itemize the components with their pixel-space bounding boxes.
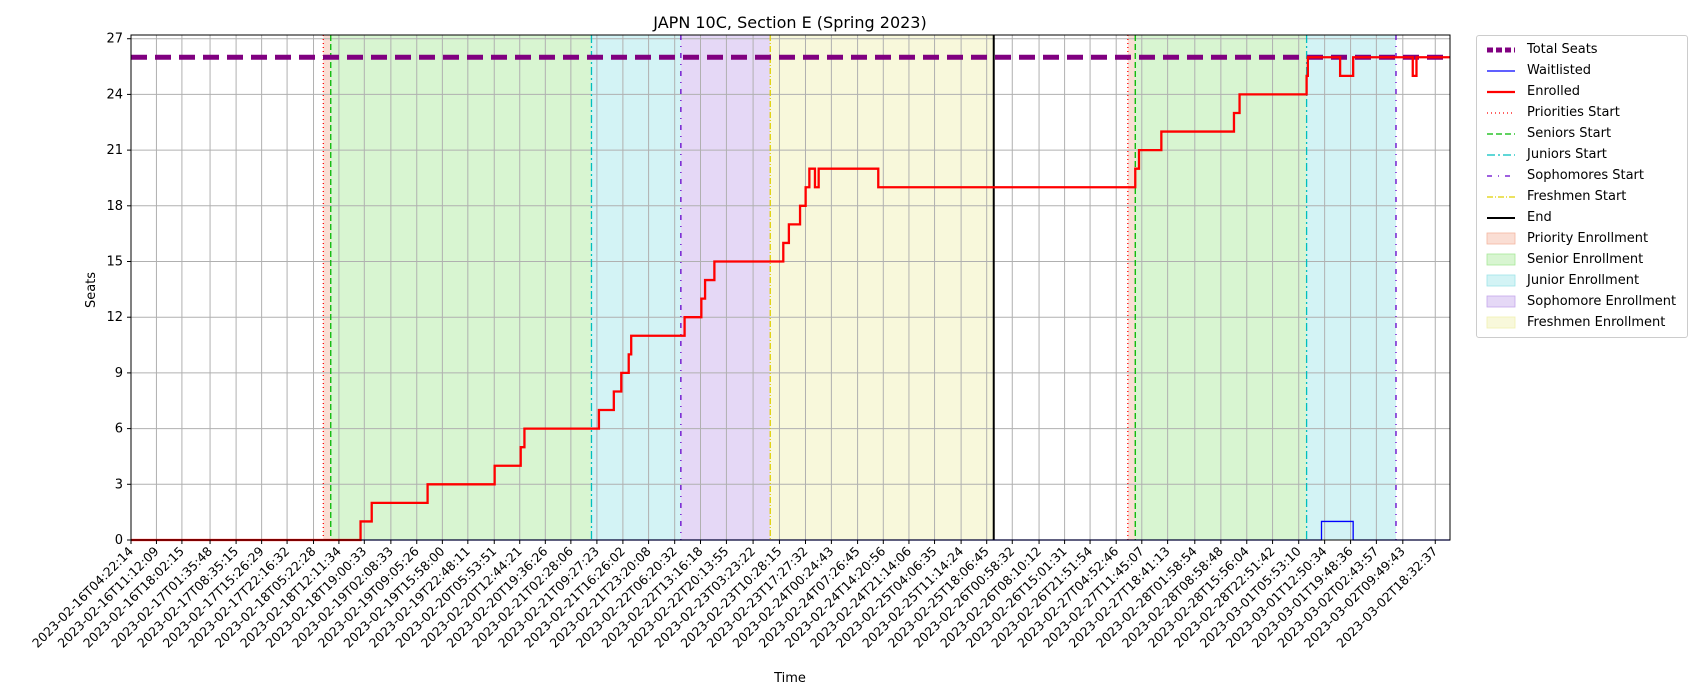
legend-label: Priority Enrollment xyxy=(1527,231,1649,246)
phase-span xyxy=(1306,35,1396,540)
legend-label: End xyxy=(1527,210,1552,225)
legend-item: Freshmen Enrollment xyxy=(1477,312,1687,333)
y-tick-label: 15 xyxy=(106,255,123,270)
legend-item: Priority Enrollment xyxy=(1477,228,1687,249)
legend-item: Enrolled xyxy=(1477,81,1687,102)
legend-swatch xyxy=(1487,47,1515,52)
legend-swatch xyxy=(1486,253,1516,265)
legend-swatch xyxy=(1487,216,1515,219)
legend-item: Sophomore Enrollment xyxy=(1477,291,1687,312)
y-axis-label: Seats xyxy=(84,272,99,308)
y-tick-label: 27 xyxy=(106,32,123,47)
y-tick-label: 9 xyxy=(115,366,123,381)
phase-span xyxy=(770,35,994,540)
x-tick-labels: 2023-02-16T04:22:142023-02-16T11:12:0920… xyxy=(29,543,1440,650)
legend-item: Junior Enrollment xyxy=(1477,270,1687,291)
legend-label: Total Seats xyxy=(1527,42,1598,57)
legend-label: Waitlisted xyxy=(1527,63,1592,78)
x-axis-label: Time xyxy=(773,671,806,686)
legend-swatch xyxy=(1486,232,1516,244)
legend-label: Sophomores Start xyxy=(1527,168,1644,183)
y-tick-label: 12 xyxy=(106,310,123,325)
legend-item: Priorities Start xyxy=(1477,102,1687,123)
phase-span xyxy=(591,35,681,540)
phase-span xyxy=(680,35,771,540)
legend-item: Waitlisted xyxy=(1477,60,1687,81)
legend-label: Junior Enrollment xyxy=(1527,273,1640,288)
legend-label: Freshmen Enrollment xyxy=(1527,315,1666,330)
legend-label: Senior Enrollment xyxy=(1527,252,1644,267)
y-tick-label: 6 xyxy=(115,422,123,437)
phase-spans xyxy=(323,35,1396,540)
y-tick-label: 24 xyxy=(106,87,123,102)
phase-span xyxy=(1127,35,1136,540)
phase-span xyxy=(323,35,331,540)
legend-label: Enrolled xyxy=(1527,84,1580,99)
legend-item: Total Seats xyxy=(1477,39,1687,60)
y-tick-label: 3 xyxy=(115,477,123,492)
legend-item: Freshmen Start xyxy=(1477,186,1687,207)
legend-swatch xyxy=(1486,274,1516,286)
plot-frame xyxy=(130,34,1451,541)
phase-span xyxy=(330,35,592,540)
legend-swatch xyxy=(1487,132,1515,135)
legend-swatch xyxy=(1487,174,1515,177)
legend-swatch xyxy=(1486,295,1516,307)
axes xyxy=(127,34,1451,544)
legend-label: Priorities Start xyxy=(1527,105,1620,120)
y-tick-labels: 0 3 6 9 12 15 18 21 24 27 xyxy=(106,32,123,548)
legend-swatch xyxy=(1487,153,1515,156)
y-tick-label: 18 xyxy=(106,199,123,214)
phase-lines xyxy=(322,35,1397,540)
legend-item: Senior Enrollment xyxy=(1477,249,1687,270)
legend-swatch xyxy=(1487,195,1515,198)
legend-label: Sophomore Enrollment xyxy=(1527,294,1677,309)
legend-item: End xyxy=(1477,207,1687,228)
legend-swatch xyxy=(1486,316,1516,328)
legend-item: Juniors Start xyxy=(1477,144,1687,165)
legend-item: Seniors Start xyxy=(1477,123,1687,144)
legend-label: Freshmen Start xyxy=(1527,189,1627,204)
chart-legend: Total Seats Waitlisted Enrolled Priorities … xyxy=(1476,35,1688,338)
legend-swatch xyxy=(1487,111,1515,114)
chart-title: JAPN 10C, Section E (Spring 2023) xyxy=(652,13,926,32)
y-tick-label: 21 xyxy=(106,143,123,158)
series-enrolled xyxy=(131,56,1450,542)
legend-item: Sophomores Start xyxy=(1477,165,1687,186)
legend-swatch xyxy=(1487,90,1515,93)
legend-label: Seniors Start xyxy=(1527,126,1612,141)
y-tick-label: 0 xyxy=(115,533,123,548)
legend-swatch xyxy=(1487,69,1515,72)
legend-label: Juniors Start xyxy=(1527,147,1607,162)
